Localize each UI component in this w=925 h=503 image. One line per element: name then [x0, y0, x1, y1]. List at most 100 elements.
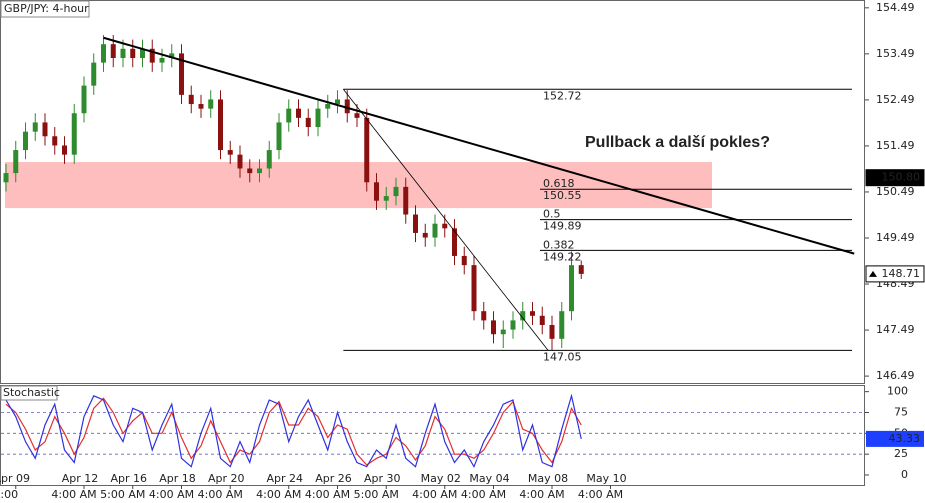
- candle-body: [110, 44, 116, 59]
- candle-body: [442, 223, 448, 229]
- candle-body: [159, 58, 165, 63]
- candle-body: [23, 131, 28, 151]
- x-date-label: Apr 20: [208, 472, 245, 485]
- x-date-label: May 02: [421, 472, 461, 485]
- candle-body: [13, 150, 19, 174]
- candle-body: [62, 145, 67, 155]
- candle-body: [471, 265, 477, 312]
- candle-body: [539, 315, 545, 325]
- stoch-tick-label: 0: [901, 468, 908, 481]
- candle-body: [247, 168, 253, 174]
- chart-title: GBP/JPY: 4-hour: [4, 2, 89, 15]
- x-date-label: Apr 24: [266, 472, 303, 485]
- price-marker-label: 148.71: [882, 267, 921, 280]
- x-date-label: May 08: [528, 472, 568, 485]
- candle-body: [549, 324, 555, 339]
- price-frame: [0, 0, 865, 384]
- candle-body: [218, 99, 223, 151]
- x-time-label: 4:00 AM: [305, 488, 350, 501]
- fib-price: 149.89: [543, 220, 582, 233]
- candle-body: [491, 320, 496, 335]
- stoch-frame: [0, 385, 865, 486]
- fib-diagonal: [343, 89, 549, 351]
- candle-body: [452, 228, 457, 256]
- y-tick-label: 150.49: [876, 185, 915, 198]
- candle-body: [130, 48, 136, 59]
- candle-body: [188, 94, 194, 105]
- candle-body: [32, 122, 38, 132]
- price-marker-arrow: [869, 270, 877, 277]
- candle-body: [52, 136, 58, 146]
- x-time-label: 4:00: [0, 488, 18, 501]
- candle-body: [325, 104, 331, 109]
- x-time-label: 4:00 AM: [256, 488, 301, 501]
- y-tick-label: 146.49: [876, 369, 915, 382]
- x-time-label: 4:00 AM: [578, 488, 623, 501]
- x-time-label: 4:00 AM: [149, 488, 194, 501]
- candle-body: [286, 108, 292, 123]
- candle-body: [296, 108, 301, 118]
- stoch-tick-label: 25: [894, 447, 908, 460]
- fib-low-label: 147.05: [543, 350, 582, 363]
- candle-body: [227, 150, 233, 155]
- candle-body: [364, 117, 370, 183]
- fib-ratio: 0.382: [543, 238, 575, 251]
- stoch-tick-label: 75: [894, 406, 908, 419]
- price-marker-label: 150.80: [882, 171, 921, 184]
- x-time-label: 4:00 AM: [412, 488, 457, 501]
- candle-body: [403, 186, 409, 215]
- y-tick-label: 149.49: [876, 231, 915, 244]
- candle-body: [413, 214, 418, 233]
- fib-price: 150.55: [543, 189, 582, 202]
- candle-body: [481, 311, 487, 321]
- x-date-label: May 04: [469, 472, 509, 485]
- stoch-title: Stochastic: [3, 386, 60, 399]
- y-tick-label: 152.49: [876, 93, 915, 106]
- price-marker: [865, 169, 925, 187]
- x-time-label: 4:00 AM: [519, 488, 564, 501]
- candle-body: [335, 99, 340, 105]
- y-tick-label: 147.49: [876, 323, 915, 336]
- candle-body: [510, 320, 516, 330]
- stoch-tick-label: 100: [887, 385, 908, 398]
- candle-body: [169, 53, 175, 59]
- candle-body: [461, 255, 467, 266]
- candle-body: [42, 122, 48, 137]
- candle-body: [344, 99, 350, 114]
- candle-body: [237, 154, 243, 169]
- candle-body: [257, 168, 262, 174]
- fib-ratio: 0.618: [543, 177, 575, 190]
- candle-body: [120, 48, 126, 59]
- x-date-label: Apr 16: [110, 472, 147, 485]
- x-date-label: Apr 12: [62, 472, 99, 485]
- candle-body: [578, 265, 584, 274]
- fib-price: 149.22: [543, 250, 582, 263]
- candle-body: [276, 122, 282, 151]
- candle-body: [198, 104, 204, 109]
- candle-body: [393, 186, 399, 197]
- candle-body: [383, 196, 389, 201]
- resistance-zone: [5, 162, 712, 209]
- candle-body: [140, 48, 145, 59]
- candle-body: [432, 223, 438, 238]
- candle-body: [266, 150, 272, 169]
- stoch-title-box: [0, 385, 58, 401]
- x-time-label: 4:00 AM: [198, 488, 243, 501]
- y-tick-label: 153.49: [876, 47, 915, 60]
- fib-high-label: 152.72: [543, 89, 582, 102]
- candle-body: [305, 117, 311, 128]
- stoch-line: [5, 393, 582, 469]
- x-date-label: Apr 18: [159, 472, 196, 485]
- candle-body: [3, 173, 9, 183]
- candle-body: [149, 48, 155, 63]
- stoch-line: [5, 397, 582, 466]
- candle-body: [81, 85, 87, 114]
- stoch-marker-label: 43.33: [889, 432, 921, 445]
- candle-body: [500, 329, 506, 335]
- candle-body: [354, 113, 360, 118]
- candle-body: [101, 44, 106, 63]
